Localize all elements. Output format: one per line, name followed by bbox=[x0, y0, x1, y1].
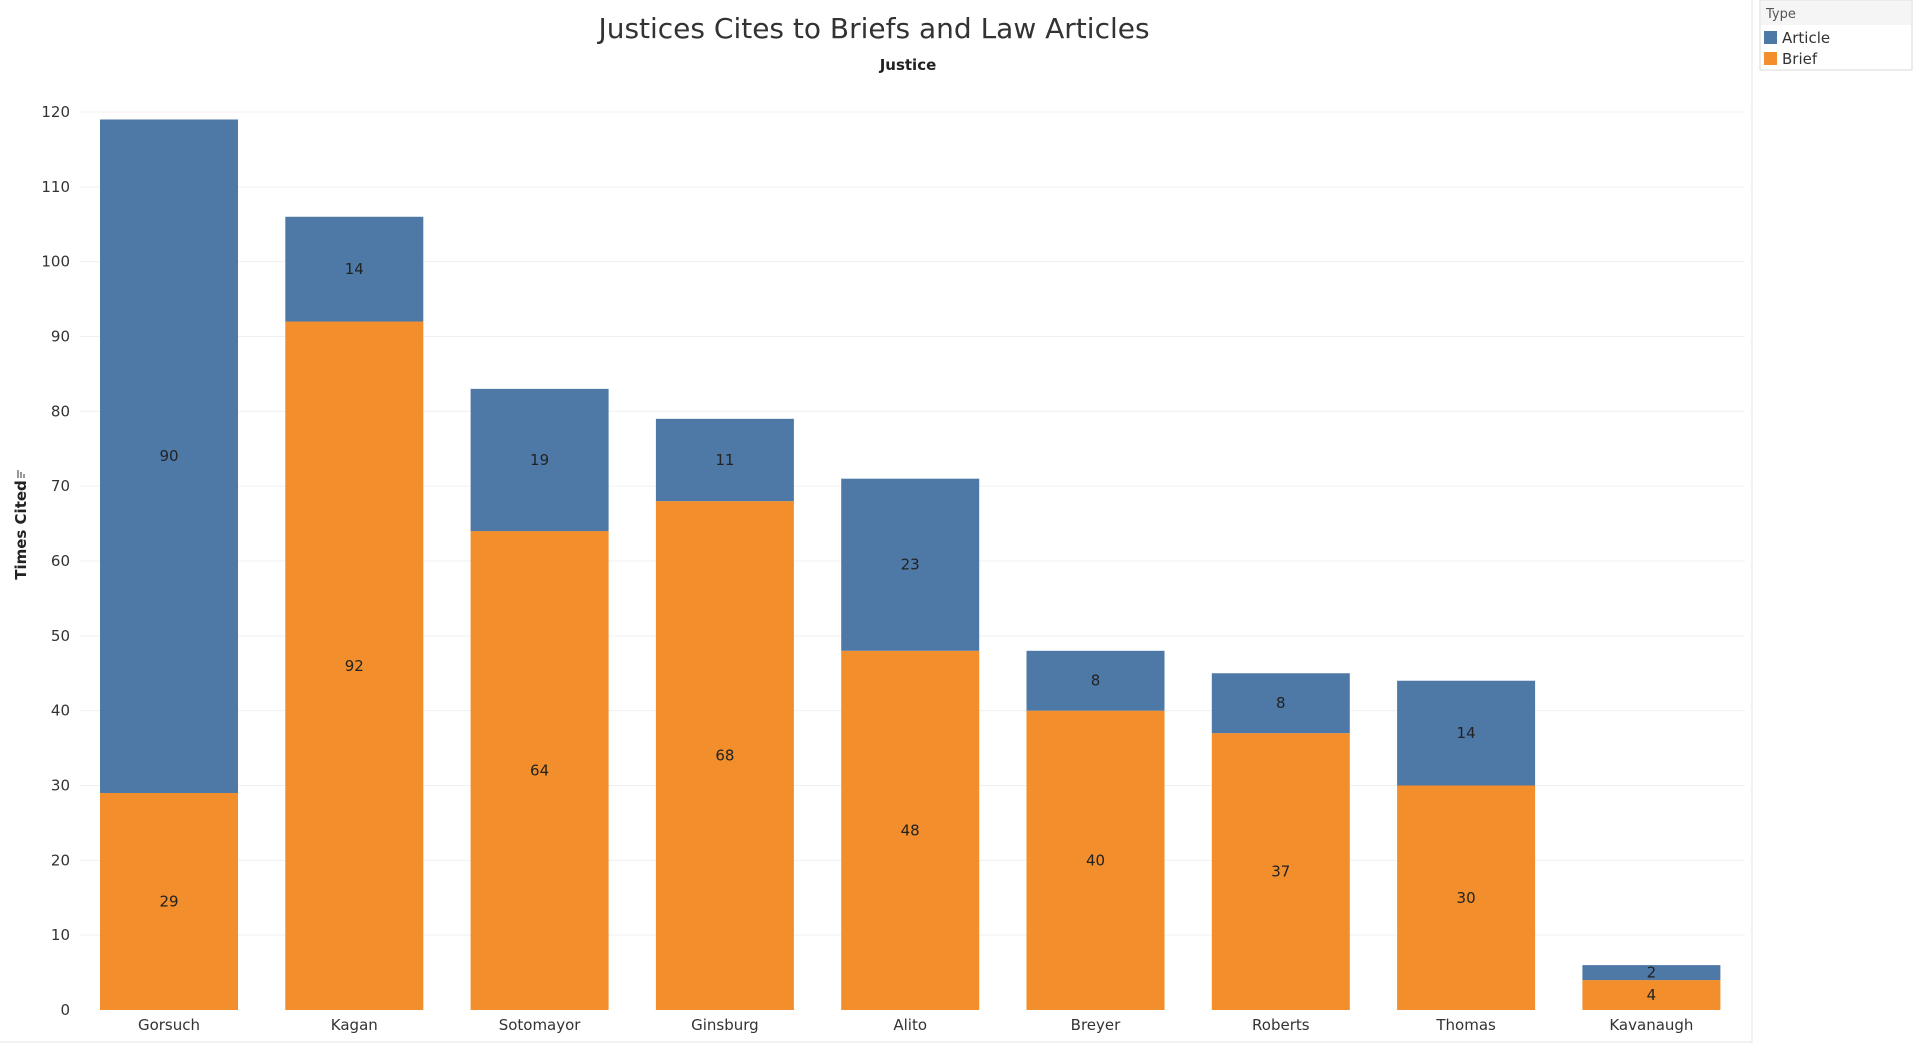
column-header: Justice bbox=[879, 56, 937, 74]
bar-article-ginsburg[interactable] bbox=[655, 418, 794, 502]
data-label-brief-alito: 48 bbox=[901, 821, 920, 839]
bar-article-sotomayor[interactable] bbox=[470, 388, 609, 532]
bar-brief-breyer[interactable] bbox=[1026, 710, 1165, 1010]
x-tick-label: Roberts bbox=[1252, 1016, 1310, 1034]
data-label-article-sotomayor: 19 bbox=[530, 451, 549, 469]
bar-brief-roberts[interactable] bbox=[1211, 733, 1350, 1010]
y-tick-label: 20 bbox=[51, 851, 70, 869]
y-axis-label: Times Cited bbox=[12, 480, 30, 580]
data-label-article-kavanaugh: 2 bbox=[1647, 964, 1657, 982]
bar-brief-alito[interactable] bbox=[841, 650, 980, 1010]
bar-article-breyer[interactable] bbox=[1026, 650, 1165, 711]
legend[interactable]: Type Article Brief bbox=[1759, 0, 1913, 71]
bar-brief-gorsuch[interactable] bbox=[100, 792, 238, 1010]
legend-swatch-article[interactable] bbox=[1764, 31, 1777, 44]
data-label-brief-gorsuch: 29 bbox=[159, 892, 178, 910]
data-label-brief-kagan: 92 bbox=[345, 657, 364, 675]
data-label-article-breyer: 8 bbox=[1091, 672, 1101, 690]
x-tick-label: Breyer bbox=[1071, 1016, 1121, 1034]
data-label-brief-breyer: 40 bbox=[1086, 851, 1105, 869]
bar-brief-sotomayor[interactable] bbox=[470, 531, 609, 1010]
legend-label-article[interactable]: Article bbox=[1782, 29, 1830, 47]
bar-article-kavanaugh[interactable] bbox=[1582, 965, 1721, 981]
y-tick-label: 90 bbox=[51, 328, 70, 346]
x-axis: Gorsuch Kagan Sotomayor Ginsburg Alito Breyer… bbox=[138, 1016, 1693, 1034]
data-label-brief-ginsburg: 68 bbox=[715, 747, 734, 765]
x-tick-label: Kavanaugh bbox=[1609, 1016, 1693, 1034]
y-tick-label: 40 bbox=[51, 702, 70, 720]
data-label-brief-kavanaugh: 4 bbox=[1647, 986, 1657, 1004]
y-axis: 0 10 20 30 40 50 60 70 80 90 100 110 120 bbox=[41, 103, 70, 1019]
bar-article-kagan[interactable] bbox=[285, 216, 424, 322]
data-label-article-roberts: 8 bbox=[1276, 694, 1286, 712]
y-tick-label: 60 bbox=[51, 552, 70, 570]
y-tick-label: 110 bbox=[41, 178, 70, 196]
data-label-brief-thomas: 30 bbox=[1457, 889, 1476, 907]
y-tick-label: 10 bbox=[51, 926, 70, 944]
bar-article-gorsuch[interactable] bbox=[100, 119, 238, 793]
data-labels: 29 90 92 14 64 19 68 11 48 23 40 8 37 8 30 14 4 2 bbox=[159, 260, 1656, 1004]
legend-title: Type bbox=[1765, 7, 1796, 22]
data-label-article-alito: 23 bbox=[901, 556, 920, 574]
x-tick-label: Ginsburg bbox=[691, 1016, 759, 1034]
bar-brief-kavanaugh[interactable] bbox=[1582, 980, 1721, 1010]
bars[interactable] bbox=[100, 119, 1721, 1011]
y-tick-label: 70 bbox=[51, 477, 70, 495]
data-label-article-gorsuch: 90 bbox=[159, 447, 178, 465]
data-label-brief-sotomayor: 64 bbox=[530, 762, 549, 780]
legend-label-brief[interactable]: Brief bbox=[1782, 50, 1818, 68]
legend-swatch-brief[interactable] bbox=[1764, 52, 1777, 65]
data-label-article-thomas: 14 bbox=[1457, 724, 1476, 742]
y-tick-label: 120 bbox=[41, 103, 70, 121]
y-tick-label: 50 bbox=[51, 627, 70, 645]
y-tick-label: 30 bbox=[51, 777, 70, 795]
x-tick-label: Alito bbox=[893, 1016, 927, 1034]
chart-title: Justices Cites to Briefs and Law Article… bbox=[596, 12, 1149, 45]
bar-brief-thomas[interactable] bbox=[1397, 785, 1536, 1011]
y-tick-label: 100 bbox=[41, 253, 70, 271]
data-label-article-ginsburg: 11 bbox=[715, 451, 734, 469]
x-tick-label: Gorsuch bbox=[138, 1016, 200, 1034]
bar-brief-kagan[interactable] bbox=[285, 321, 424, 1010]
y-tick-label: 0 bbox=[60, 1001, 70, 1019]
bar-article-alito[interactable] bbox=[841, 478, 980, 651]
bar-article-roberts[interactable] bbox=[1211, 673, 1350, 734]
data-label-article-kagan: 14 bbox=[345, 260, 364, 278]
x-tick-label: Thomas bbox=[1435, 1016, 1496, 1034]
bar-brief-ginsburg[interactable] bbox=[655, 501, 794, 1010]
x-tick-label: Kagan bbox=[331, 1016, 378, 1034]
y-tick-label: 80 bbox=[51, 402, 70, 420]
bar-article-thomas[interactable] bbox=[1397, 680, 1536, 786]
x-tick-label: Sotomayor bbox=[499, 1016, 582, 1034]
data-label-brief-roberts: 37 bbox=[1271, 863, 1290, 881]
sort-icon[interactable] bbox=[17, 470, 25, 478]
legend-title-bg bbox=[1761, 1, 1911, 25]
